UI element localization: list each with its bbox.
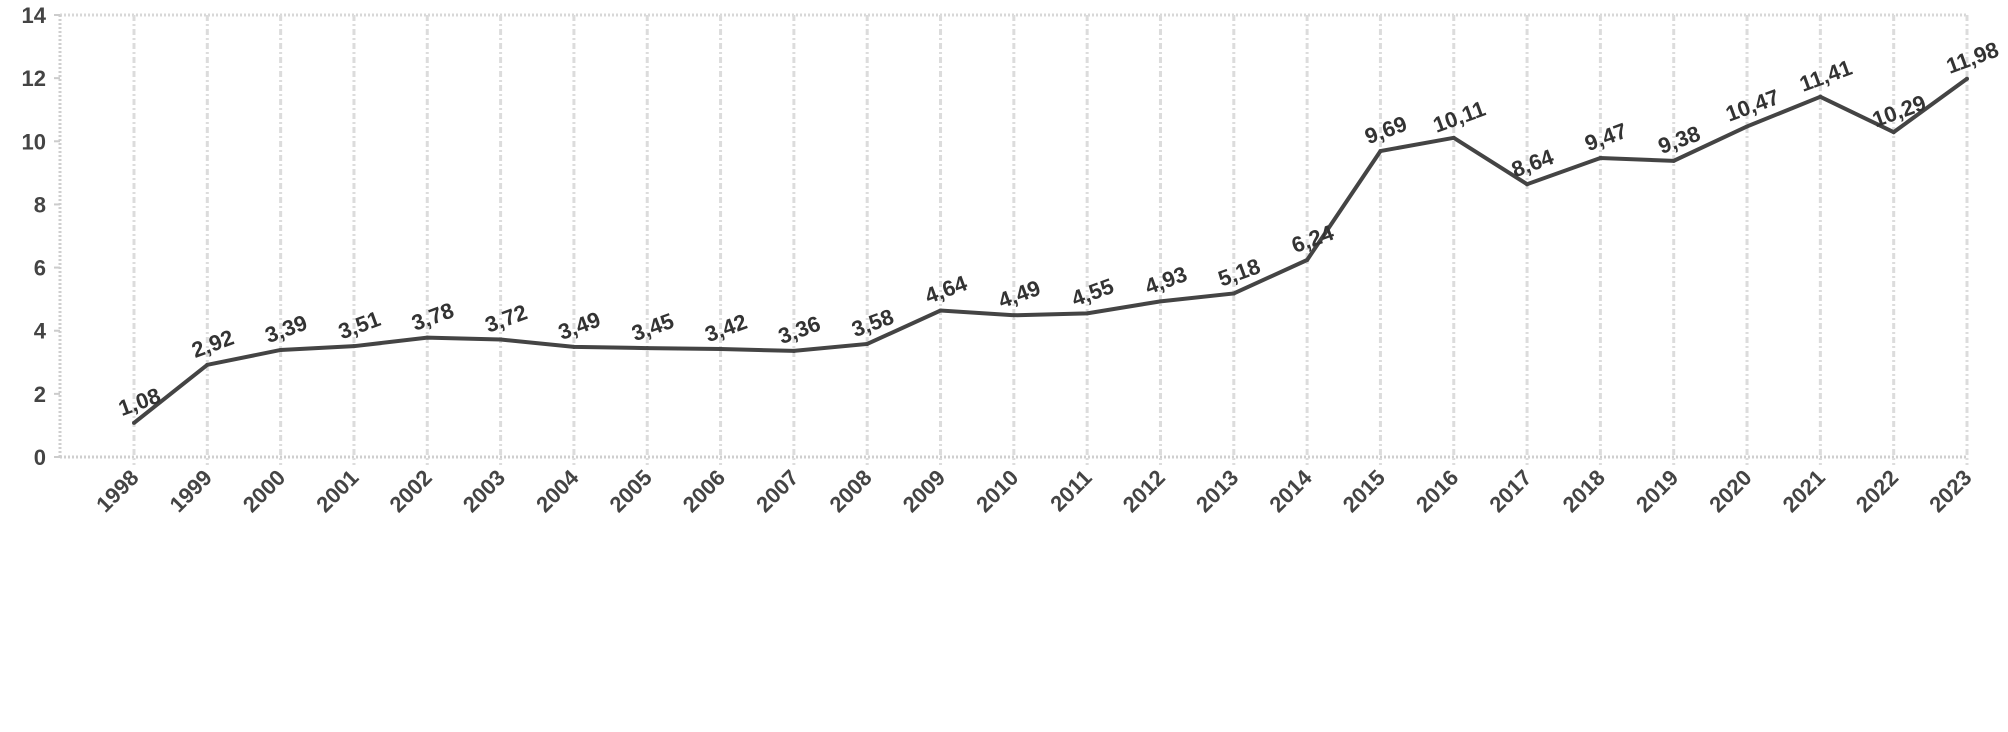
y-tick-label: 14 — [22, 3, 47, 28]
data-point — [1891, 130, 1896, 135]
data-label: 3,49 — [555, 307, 604, 345]
data-label: 4,64 — [922, 270, 972, 308]
data-line — [132, 77, 1969, 425]
data-point — [1818, 94, 1823, 99]
data-label: 3,51 — [335, 306, 384, 344]
data-point — [1745, 124, 1750, 129]
x-tick-label: 2021 — [1778, 465, 1830, 517]
x-tick-label: 2022 — [1851, 465, 1903, 517]
x-tick-label: 2013 — [1191, 465, 1243, 517]
x-tick-label: 2011 — [1045, 465, 1096, 516]
data-point — [1671, 158, 1676, 163]
data-point — [1085, 311, 1090, 316]
data-point — [1598, 156, 1603, 161]
data-label: 9,38 — [1655, 121, 1704, 159]
data-label: 2,92 — [188, 325, 237, 363]
x-tick-label: 2004 — [531, 464, 584, 517]
data-label: 3,42 — [702, 309, 751, 347]
x-tick-label: 2009 — [898, 465, 950, 517]
x-tick-label: 2018 — [1558, 465, 1610, 517]
data-point — [205, 362, 210, 367]
x-tick-label: 1999 — [165, 465, 217, 517]
data-point — [718, 347, 723, 352]
data-point — [1451, 135, 1456, 140]
data-label: 4,49 — [995, 275, 1044, 313]
x-tick-label: 2001 — [311, 465, 363, 517]
data-point — [1378, 149, 1383, 154]
x-tick-label: 2006 — [678, 465, 730, 517]
data-label: 3,58 — [848, 304, 897, 342]
data-label: 3,72 — [482, 299, 531, 337]
y-tick-label: 12 — [22, 66, 46, 91]
data-label: 10,47 — [1722, 84, 1782, 126]
data-label: 3,36 — [775, 311, 824, 349]
data-point — [351, 344, 356, 349]
data-label: 4,55 — [1068, 273, 1117, 311]
y-tick-label: 4 — [34, 319, 47, 344]
data-label: 9,47 — [1581, 118, 1630, 156]
y-tick-label: 10 — [22, 129, 46, 154]
data-label: 9,69 — [1361, 111, 1410, 149]
y-tick-label: 8 — [34, 192, 46, 217]
data-point — [132, 420, 136, 425]
data-point — [571, 344, 576, 349]
data-point — [865, 341, 870, 346]
x-tick-label: 2000 — [238, 465, 290, 517]
data-point — [1525, 182, 1530, 187]
data-point — [1965, 76, 1969, 81]
data-point — [791, 348, 796, 353]
x-tick-label: 2019 — [1631, 465, 1683, 517]
x-tick-label: 2008 — [824, 465, 876, 517]
y-tick-label: 6 — [34, 256, 46, 281]
data-label: 1,08 — [115, 383, 164, 421]
x-tick-label: 2014 — [1264, 464, 1317, 517]
data-label: 3,78 — [408, 298, 457, 336]
data-point — [425, 335, 430, 340]
data-point — [498, 337, 503, 342]
data-point — [938, 308, 943, 313]
data-label: 3,45 — [628, 308, 677, 346]
data-label: 11,41 — [1796, 55, 1855, 97]
x-tick-label: 2016 — [1411, 465, 1463, 517]
data-label: 4,93 — [1142, 261, 1191, 299]
x-tick-label: 2010 — [971, 465, 1023, 517]
x-tick-label: 2003 — [458, 465, 510, 517]
data-point — [1011, 313, 1016, 318]
x-tick-label: 2023 — [1924, 465, 1976, 517]
x-tick-label: 1998 — [91, 465, 143, 517]
data-point — [1158, 299, 1163, 304]
data-point — [645, 346, 650, 351]
data-point — [1231, 291, 1236, 296]
data-point — [278, 347, 283, 352]
x-tick-label: 2017 — [1484, 465, 1536, 517]
x-tick-label: 2012 — [1118, 465, 1170, 517]
x-tick-label: 2015 — [1338, 465, 1390, 517]
y-tick-label: 0 — [34, 445, 46, 470]
data-label: 10,11 — [1430, 96, 1489, 138]
x-tick-label: 2002 — [385, 465, 437, 517]
data-label: 11,98 — [1943, 37, 2002, 79]
x-tick-label: 2020 — [1704, 465, 1756, 517]
y-tick-label: 2 — [34, 382, 46, 407]
data-label: 3,39 — [262, 310, 311, 348]
x-tick-label: 2007 — [751, 465, 803, 517]
data-label: 5,18 — [1215, 253, 1264, 291]
x-tick-label: 2005 — [604, 465, 656, 517]
data-point — [1305, 257, 1310, 262]
